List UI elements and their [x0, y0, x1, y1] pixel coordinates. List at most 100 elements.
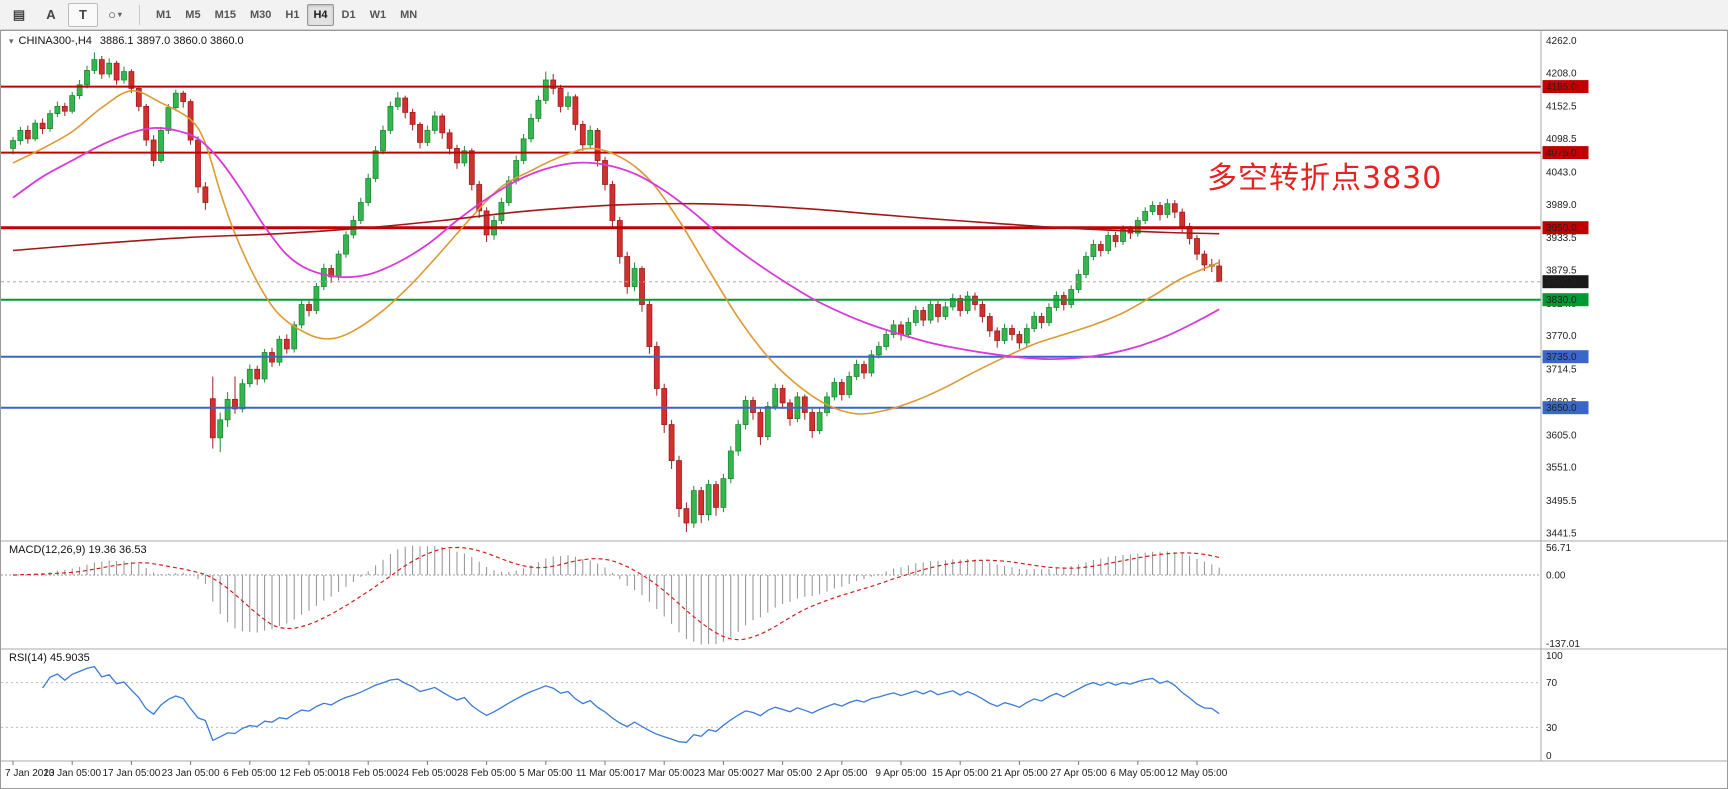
timeframe-d1[interactable]: D1 [341, 8, 356, 21]
candle [609, 180, 616, 228]
timeframe-h4[interactable]: H4 [307, 3, 334, 26]
candle [1001, 323, 1008, 345]
toolbar-separator [139, 4, 140, 25]
candle [535, 95, 542, 122]
chart-menu-caret-icon[interactable]: ▾ [9, 36, 14, 46]
candle [135, 86, 142, 112]
candle [195, 136, 201, 193]
time-label: 9 Apr 05:00 [875, 768, 927, 779]
rsi-axis-label: 0 [1546, 751, 1552, 762]
candle [402, 95, 409, 119]
candle [1016, 330, 1023, 349]
candle [520, 134, 527, 165]
time-label: 15 Apr 05:00 [932, 768, 989, 779]
candle [631, 262, 638, 292]
time-label: 13 Jan 05:00 [43, 768, 101, 779]
candle [1060, 291, 1067, 311]
price-badge-4185.0: 4185.0 [1542, 80, 1589, 94]
candle [39, 118, 46, 134]
macd-signal-line [12, 546, 1220, 641]
chart-layout-button[interactable]: ▤ [4, 3, 34, 27]
timeframe-mn[interactable]: MN [400, 8, 418, 21]
shapes-tool-icon: ○ [108, 7, 116, 22]
level-lines-layer [1, 85, 1541, 409]
price-tick-label: 3441.5 [1546, 528, 1577, 539]
svg-text:3735.0: 3735.0 [1546, 352, 1577, 363]
time-label: 23 Jan 05:00 [162, 768, 220, 779]
candle [653, 341, 660, 396]
price-tick-label: 4098.5 [1546, 134, 1577, 145]
candle [202, 182, 209, 210]
symbol-title: CHINA300-,H4 [18, 35, 92, 47]
price-tick-label: 4262.0 [1546, 36, 1577, 47]
candle [113, 60, 120, 85]
candle [54, 101, 61, 118]
time-label: 28 Feb 05:00 [457, 768, 516, 779]
candle [935, 300, 941, 323]
candle [128, 69, 135, 94]
time-label: 12 Feb 05:00 [280, 768, 339, 779]
candle [912, 305, 919, 327]
timeframe-h1[interactable]: H1 [285, 8, 300, 21]
price-badge-3735.0: 3735.0 [1542, 350, 1589, 364]
candle [528, 113, 534, 143]
timeframe-m15[interactable]: M15 [214, 8, 236, 21]
time-label: 11 Mar 05:00 [576, 768, 635, 779]
shapes-tool-button[interactable]: ○ ▾ [100, 3, 130, 27]
candle [1149, 201, 1156, 216]
candle [735, 419, 742, 456]
candle [387, 101, 394, 134]
candle [742, 395, 749, 430]
time-label: 24 Feb 05:00 [398, 768, 457, 779]
candle [409, 108, 416, 131]
price-tick-label: 3989.0 [1546, 200, 1577, 211]
timeframe-m1[interactable]: M1 [156, 8, 172, 21]
candle [639, 266, 645, 312]
chart-canvas[interactable]: 4262.0 4208.0 4152.5 4098.5 4043.0 3989.0 3933… [1, 31, 1727, 788]
time-label: 17 Mar 05:00 [635, 768, 694, 779]
cursor-tool-button[interactable]: A [36, 3, 66, 27]
candle [557, 84, 564, 113]
candle [150, 135, 157, 167]
symbol-title-bar: ▾ CHINA300-,H4 3886.1 3897.0 3860.0 3860.0 [9, 35, 244, 47]
timeframe-m5[interactable]: M5 [185, 8, 201, 21]
candle [861, 360, 867, 379]
candle [1097, 240, 1104, 257]
candle [542, 71, 549, 104]
candle [1046, 303, 1052, 327]
candle [972, 292, 978, 311]
macd-axis-label: 0.00 [1546, 571, 1566, 582]
candle [787, 399, 793, 426]
candle [602, 156, 608, 191]
annotation-text: 多空转折点3830 [1207, 161, 1443, 196]
ohlc-readout: 3886.1 3897.0 3860.0 3860.0 [99, 35, 244, 47]
candle [224, 392, 231, 427]
price-axis[interactable]: 4262.0 4208.0 4152.5 4098.5 4043.0 3989.0 3933… [1540, 31, 1589, 761]
timeframe-m30[interactable]: M30 [249, 8, 272, 21]
candle [772, 383, 779, 411]
candle [1031, 311, 1038, 333]
candle [32, 119, 39, 142]
svg-text:3650.0: 3650.0 [1546, 403, 1577, 414]
timeframe-w1[interactable]: W1 [369, 8, 387, 21]
text-tool-button[interactable]: T [68, 2, 98, 27]
candle [320, 263, 327, 291]
candle [572, 94, 579, 131]
price-tick-label: 3714.5 [1546, 365, 1577, 376]
candle [846, 371, 853, 399]
rsi-axis-label: 100 [1546, 651, 1563, 662]
candle [209, 376, 216, 449]
candle [927, 299, 934, 324]
candle [483, 207, 490, 243]
price-tick-label: 3551.0 [1546, 463, 1577, 474]
candle [76, 80, 83, 100]
candle [587, 125, 594, 149]
chart-window: 4262.0 4208.0 4152.5 4098.5 4043.0 3989.0 3933… [0, 30, 1728, 789]
rsi-axis-label: 70 [1546, 678, 1558, 689]
time-label: 12 May 05:00 [1167, 768, 1228, 779]
candle [809, 408, 816, 438]
chart-layout-icon: ▤ [12, 6, 26, 22]
time-label: 17 Jan 05:00 [102, 768, 160, 779]
rsi-pane: 100 70 30 0 [1, 651, 1563, 762]
